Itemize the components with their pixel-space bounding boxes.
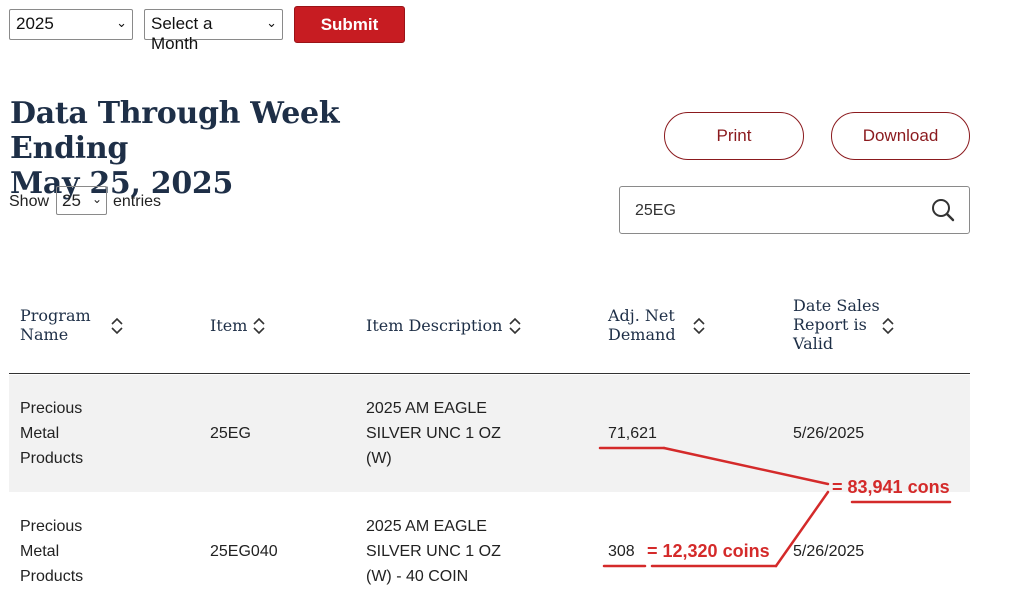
cell-text: Precious bbox=[20, 400, 83, 417]
header-text: Item Description bbox=[366, 316, 503, 335]
item-cell: 25EG bbox=[210, 425, 251, 442]
year-select-value: 2025 bbox=[16, 14, 54, 33]
chevron-down-icon: ⌄ bbox=[116, 15, 127, 30]
download-button[interactable]: Download bbox=[831, 112, 970, 160]
cell-text: Products bbox=[20, 450, 84, 467]
cell-text: 2025 AM EAGLE bbox=[366, 400, 487, 417]
header-text: Valid bbox=[793, 334, 834, 353]
adj-net-demand-cell: 308 bbox=[608, 543, 635, 560]
submit-button[interactable]: Submit bbox=[294, 6, 405, 43]
sort-icon[interactable] bbox=[508, 317, 522, 335]
sort-icon[interactable] bbox=[110, 317, 124, 335]
header-text: Report is bbox=[793, 315, 867, 334]
cell-text: 2025 AM EAGLE bbox=[366, 518, 487, 535]
page-title-line-2: May 25, 2025 bbox=[10, 166, 234, 201]
cell-text: SILVER UNC 1 OZ bbox=[366, 425, 501, 442]
header-text: Adj. Net bbox=[608, 306, 675, 325]
year-select[interactable]: 2025 ⌄ bbox=[9, 9, 133, 40]
column-header-date-sales-report[interactable]: Date Sales Report is Valid bbox=[793, 296, 880, 353]
column-header-adj-net-demand[interactable]: Adj. Net Demand bbox=[608, 306, 676, 344]
page-title: Data Through Week Ending May 25, 2025 bbox=[10, 96, 430, 201]
column-header-program-name[interactable]: Program Name bbox=[20, 306, 91, 344]
search-input[interactable]: 25EG bbox=[619, 186, 970, 234]
cell-text: Metal bbox=[20, 543, 60, 560]
annotation-total: = 83,941 cons bbox=[832, 477, 950, 497]
program-name-cell: Precious Metal Products bbox=[20, 514, 83, 589]
month-select[interactable]: Select a Month ⌄ bbox=[144, 9, 283, 53]
sort-icon[interactable] bbox=[881, 317, 895, 335]
sort-icon[interactable] bbox=[252, 317, 266, 335]
date-valid-cell: 5/26/2025 bbox=[793, 425, 865, 442]
item-description-cell: 2025 AM EAGLE SILVER UNC 1 OZ (W) - 40 C… bbox=[366, 514, 501, 589]
header-text: Item bbox=[210, 316, 248, 335]
header-text: Name bbox=[20, 325, 69, 344]
table-header: Program Name Item Item Description Adj. … bbox=[9, 290, 970, 374]
chevron-down-icon: ⌄ bbox=[91, 192, 102, 206]
table-row: Precious Metal Products 25EG 2025 AM EAG… bbox=[9, 375, 970, 492]
connector-line-upper bbox=[662, 446, 830, 486]
search-input-value: 25EG bbox=[635, 202, 676, 219]
cell-text: Products bbox=[20, 568, 84, 585]
date-valid-cell: 5/26/2025 bbox=[793, 543, 865, 560]
item-description-cell: 2025 AM EAGLE SILVER UNC 1 OZ (W) bbox=[366, 396, 501, 471]
page-title-line-1: Data Through Week Ending bbox=[10, 96, 340, 166]
program-name-cell: Precious Metal Products bbox=[20, 396, 83, 471]
chevron-down-icon: ⌄ bbox=[266, 15, 277, 30]
month-select-value: Select a Month bbox=[151, 14, 213, 53]
header-text: Date Sales bbox=[793, 296, 880, 315]
connector-line-lower bbox=[774, 490, 830, 568]
cell-text: (W) - 40 COIN bbox=[366, 568, 469, 585]
search-icon[interactable] bbox=[931, 198, 955, 222]
adj-net-demand-cell: 71,621 bbox=[608, 425, 657, 442]
entries-label: entries bbox=[113, 193, 162, 210]
annotation-row2-coins: = 12,320 coins bbox=[647, 541, 770, 561]
cell-text: SILVER UNC 1 OZ bbox=[366, 543, 501, 560]
table-row: Precious Metal Products 25EG040 2025 AM … bbox=[9, 492, 970, 615]
item-cell: 25EG040 bbox=[210, 543, 278, 560]
entries-count-select[interactable]: 25 ⌄ bbox=[56, 186, 107, 215]
cell-text: (W) bbox=[366, 450, 392, 467]
print-button[interactable]: Print bbox=[664, 112, 804, 160]
cell-text: Metal bbox=[20, 425, 60, 442]
column-header-item[interactable]: Item bbox=[210, 316, 247, 335]
header-text: Demand bbox=[608, 325, 676, 344]
sort-icon[interactable] bbox=[692, 317, 706, 335]
cell-text: Precious bbox=[20, 518, 83, 535]
header-text: Program bbox=[20, 306, 91, 325]
column-header-item-description[interactable]: Item Description bbox=[366, 316, 502, 335]
show-label: Show bbox=[9, 193, 50, 210]
entries-count-value: 25 bbox=[62, 191, 81, 210]
